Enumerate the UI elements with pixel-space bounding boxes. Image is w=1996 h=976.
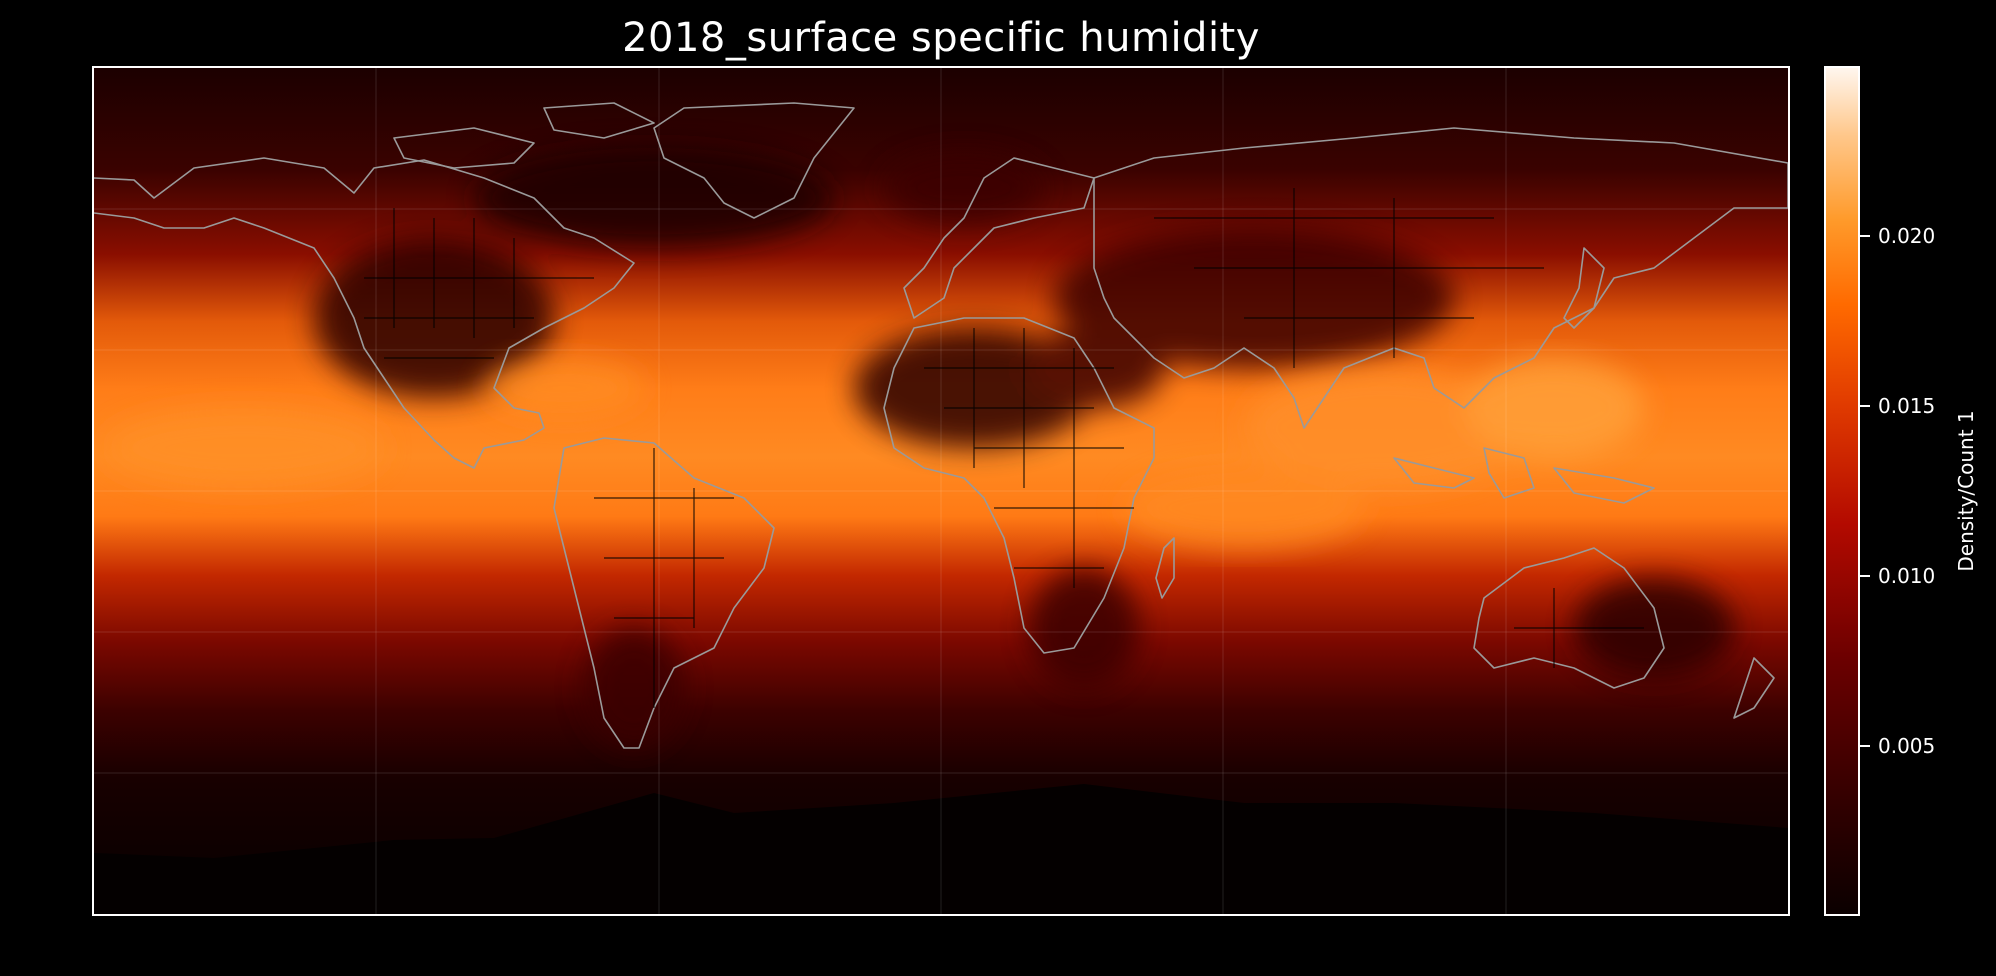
colorbar-tick: [1860, 405, 1870, 407]
colorbar-tick-label: 0.015: [1878, 394, 1936, 418]
colorbar-tick-label: 0.020: [1878, 224, 1936, 248]
colorbar-tick-label: 0.005: [1878, 734, 1936, 758]
map-panel[interactable]: [92, 66, 1790, 916]
chart-title: 2018_surface specific humidity: [622, 15, 1260, 61]
colorbar-tick-label: 0.010: [1878, 564, 1936, 588]
colorbar-label: Density/Count 1: [1954, 410, 1978, 572]
colorbar-tick: [1860, 745, 1870, 747]
colorbar: [1824, 66, 1860, 916]
humidity-field: [94, 68, 1788, 914]
colorbar-tick: [1860, 235, 1870, 237]
colorbar-tick: [1860, 575, 1870, 577]
